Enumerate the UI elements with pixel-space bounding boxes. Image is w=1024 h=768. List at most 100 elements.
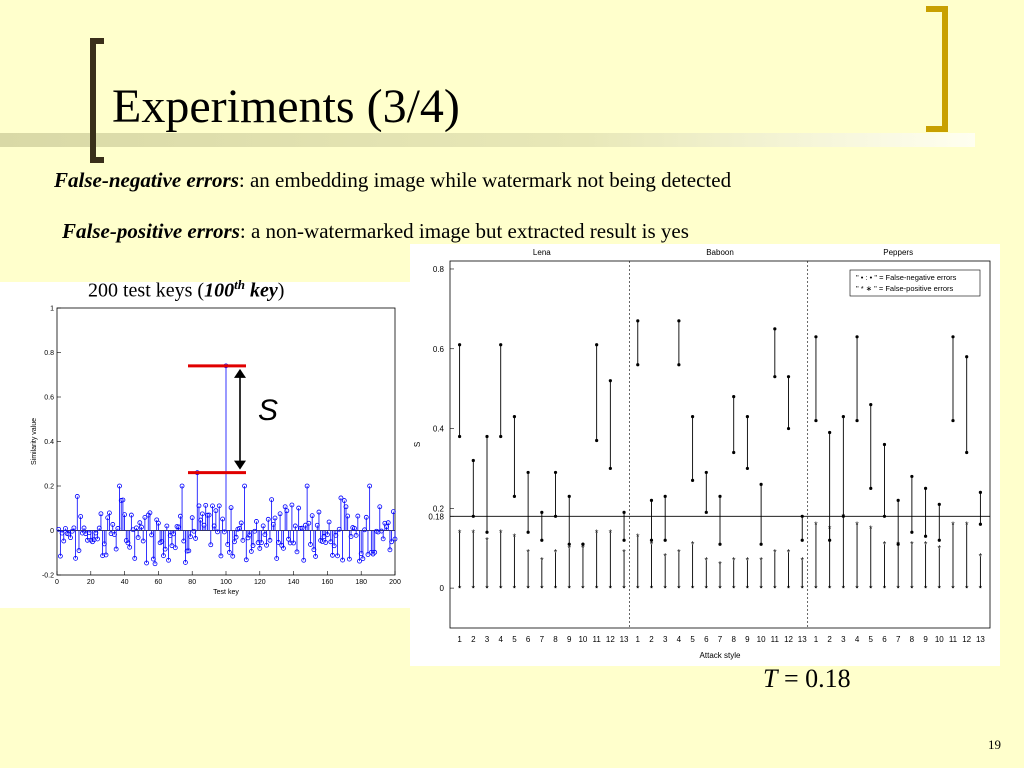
stem-marker: [316, 509, 322, 515]
stem-marker: [230, 553, 236, 559]
stem-marker: [196, 503, 202, 509]
false-positive-min-star: *: [650, 584, 654, 594]
attack-style-chart-panel: 0 0.18 0.2 0.4 0.6 0.8 S Lena Baboon Peppers 1 * * 2 *…: [410, 244, 1000, 666]
stem-marker: [108, 531, 114, 537]
stem-marker: [345, 513, 351, 519]
stem-marker: [164, 523, 170, 529]
x-tick-label: 120: [254, 579, 266, 586]
x-tick-label: 7: [896, 635, 901, 644]
false-negative-max-dot: [732, 395, 736, 399]
false-positive-max-star: *: [814, 520, 818, 530]
x-axis-label: Test key: [213, 589, 239, 596]
false-negative-min-dot: [471, 514, 475, 518]
false-negative-max-dot: [978, 490, 983, 494]
stem-marker: [142, 514, 148, 520]
y-tick-label: 0: [50, 528, 54, 535]
false-positive-min-star: *: [979, 584, 983, 594]
stem-marker: [324, 532, 330, 538]
false-positive-min-star: *: [636, 584, 640, 594]
false-negative-max-dot: [457, 343, 462, 347]
stem-marker: [152, 561, 158, 567]
false-negative-min-dot: [745, 466, 750, 471]
title-underline-bar: [0, 133, 975, 147]
false-positive-min-star: *: [567, 584, 571, 594]
stem-marker: [132, 555, 138, 561]
x-tick-label: 8: [731, 635, 736, 644]
x-tick-label: 20: [87, 579, 95, 586]
false-negative-max-dot: [636, 319, 640, 323]
stem-marker: [139, 524, 144, 530]
false-negative-min-dot: [704, 510, 708, 514]
x-tick-label: 4: [677, 635, 682, 644]
stem-marker: [213, 508, 219, 514]
x-tick-label: 13: [976, 635, 985, 644]
x-tick-label: 10: [935, 635, 944, 644]
false-negative-min-dot: [663, 538, 667, 542]
y-tick-label: 0.18: [428, 512, 444, 521]
false-negative-definition: False-negative errors: an embedding imag…: [54, 168, 731, 193]
test-keys-caption: 200 test keys (100th key): [88, 277, 284, 303]
x-tick-label: 12: [606, 635, 615, 644]
false-positive-min-star: *: [896, 584, 900, 594]
stem-marker: [306, 520, 312, 526]
stem-marker: [272, 515, 278, 521]
stem-marker: [166, 557, 171, 563]
false-positive-max-star: *: [828, 524, 832, 534]
stem-marker: [257, 545, 263, 551]
x-tick-label: 1: [814, 635, 819, 644]
stem-marker: [216, 503, 222, 509]
attack-style-range-chart: 0 0.180.2 0.4 0.6 0.8 S Lena Baboon Peppers 1 * * 2 *…: [413, 248, 991, 660]
false-positive-max-star: *: [567, 544, 571, 554]
false-positive-max-star: *: [855, 520, 859, 530]
stem-marker: [274, 556, 280, 561]
stem-marker: [218, 553, 224, 559]
stem-marker: [120, 497, 126, 503]
caption-key-word: key: [244, 279, 278, 302]
stem-marker: [281, 545, 286, 551]
false-positive-max-star: *: [773, 548, 777, 558]
stem-marker: [155, 520, 161, 526]
false-positive-max-star: *: [938, 544, 942, 554]
stem-marker: [172, 545, 178, 551]
false-positive-max-star: *: [513, 532, 517, 542]
false-negative-max-dot: [882, 442, 887, 447]
stem-marker: [98, 511, 104, 517]
false-negative-max-dot: [608, 379, 612, 383]
false-positive-max-star: *: [609, 528, 613, 538]
stem-marker: [348, 534, 354, 539]
stem-marker: [221, 529, 227, 535]
stem-marker: [380, 536, 386, 542]
false-positive-max-star: *: [499, 528, 503, 538]
stem-marker: [61, 538, 67, 544]
false-positive-max-star: *: [910, 540, 914, 550]
false-negative-max-dot: [814, 335, 818, 339]
stem-marker: [284, 508, 290, 514]
stem-marker: [189, 515, 195, 521]
y-tick-label: -0.2: [42, 573, 54, 580]
stem-marker: [203, 502, 209, 508]
stem-marker: [238, 520, 244, 526]
false-positive-min-star: *: [938, 584, 942, 594]
stem-marker: [122, 512, 127, 518]
x-tick-label: 9: [745, 635, 750, 644]
false-negative-min-dot: [869, 486, 873, 490]
stem-marker: [304, 483, 310, 489]
x-tick-label: 12: [962, 635, 971, 644]
false-positive-max-star: *: [924, 540, 928, 550]
y-tick-label: 0.4: [433, 425, 445, 434]
x-tick-label: 6: [704, 635, 709, 644]
x-tick-label: 5: [690, 635, 695, 644]
stem-marker: [85, 537, 90, 543]
false-positive-min-star: *: [910, 584, 914, 594]
x-tick-label: 2: [471, 635, 476, 644]
stem-marker: [117, 483, 122, 489]
stem-marker: [242, 483, 247, 489]
x-tick-label: 7: [540, 635, 545, 644]
x-tick-label: 3: [663, 635, 668, 644]
false-positive-max-star: *: [554, 548, 558, 558]
false-negative-min-dot: [965, 450, 969, 455]
stem-marker: [296, 505, 302, 511]
false-negative-min-dot: [690, 478, 695, 483]
stem-marker: [331, 543, 337, 549]
false-positive-min-star: *: [663, 584, 667, 594]
